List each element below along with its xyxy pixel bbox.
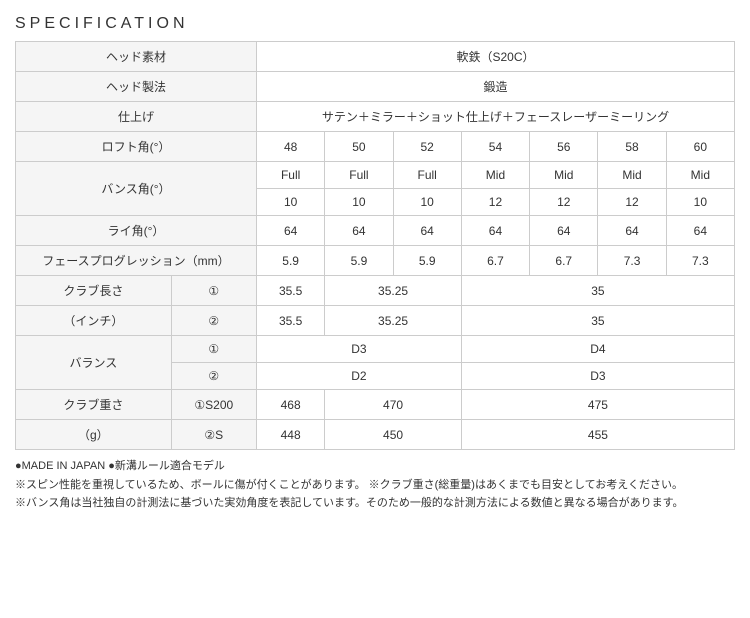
table-row: クラブ重さ ①S200 468 470 475 bbox=[16, 390, 735, 420]
cell: 35.5 bbox=[256, 276, 324, 306]
note-line: ※スピン性能を重視しているため、ボールに傷が付くことがあります。 ※クラブ重さ(… bbox=[15, 477, 735, 495]
cell: サテン＋ミラー＋ショット仕上げ＋フェースレーザーミーリング bbox=[256, 102, 734, 132]
cell: Mid bbox=[530, 162, 598, 189]
cell: 12 bbox=[530, 189, 598, 216]
cell: 468 bbox=[256, 390, 324, 420]
cell: 475 bbox=[461, 390, 734, 420]
cell: 10 bbox=[666, 189, 734, 216]
cell: 5.9 bbox=[325, 246, 393, 276]
cell: 鍛造 bbox=[256, 72, 734, 102]
cell: D3 bbox=[256, 336, 461, 363]
row-sublabel: ② bbox=[171, 363, 256, 390]
cell: 450 bbox=[325, 420, 462, 450]
table-row: （インチ） ② 35.5 35.25 35 bbox=[16, 306, 735, 336]
spec-table: ヘッド素材 軟鉄（S20C） ヘッド製法 鍛造 仕上げ サテン＋ミラー＋ショット… bbox=[15, 41, 735, 450]
cell: 64 bbox=[598, 216, 666, 246]
note-line: ●MADE IN JAPAN ●新溝ルール適合モデル bbox=[15, 458, 735, 476]
cell: 52 bbox=[393, 132, 461, 162]
table-row: バランス ① D3 D4 bbox=[16, 336, 735, 363]
cell: 12 bbox=[598, 189, 666, 216]
cell: 64 bbox=[461, 216, 529, 246]
cell: 35.25 bbox=[325, 276, 462, 306]
row-label: クラブ長さ bbox=[16, 276, 172, 306]
cell: 64 bbox=[325, 216, 393, 246]
cell: Full bbox=[256, 162, 324, 189]
cell: 7.3 bbox=[598, 246, 666, 276]
cell: 35 bbox=[461, 276, 734, 306]
row-label: ヘッド製法 bbox=[16, 72, 257, 102]
cell: 64 bbox=[393, 216, 461, 246]
cell: 6.7 bbox=[461, 246, 529, 276]
cell: Full bbox=[393, 162, 461, 189]
cell: 10 bbox=[256, 189, 324, 216]
cell: 448 bbox=[256, 420, 324, 450]
table-row: （g） ②S 448 450 455 bbox=[16, 420, 735, 450]
cell: 470 bbox=[325, 390, 462, 420]
table-row: バンス角(°） Full Full Full Mid Mid Mid Mid bbox=[16, 162, 735, 189]
cell: D3 bbox=[461, 363, 734, 390]
row-label: （g） bbox=[16, 420, 172, 450]
cell: 10 bbox=[393, 189, 461, 216]
cell: 5.9 bbox=[393, 246, 461, 276]
cell: Mid bbox=[666, 162, 734, 189]
cell: Mid bbox=[461, 162, 529, 189]
table-row: ヘッド素材 軟鉄（S20C） bbox=[16, 42, 735, 72]
page-title: SPECIFICATION bbox=[15, 15, 735, 33]
cell: 7.3 bbox=[666, 246, 734, 276]
row-sublabel: ②S bbox=[171, 420, 256, 450]
table-row: ライ角(°） 64 64 64 64 64 64 64 bbox=[16, 216, 735, 246]
cell: 54 bbox=[461, 132, 529, 162]
row-sublabel: ①S200 bbox=[171, 390, 256, 420]
row-label: フェースプログレッション（mm） bbox=[16, 246, 257, 276]
cell: 5.9 bbox=[256, 246, 324, 276]
cell: D2 bbox=[256, 363, 461, 390]
row-sublabel: ② bbox=[171, 306, 256, 336]
note-line: ※バンス角は当社独自の計測法に基づいた実効角度を表記しています。そのため一般的な… bbox=[15, 495, 735, 513]
table-row: 仕上げ サテン＋ミラー＋ショット仕上げ＋フェースレーザーミーリング bbox=[16, 102, 735, 132]
cell: 50 bbox=[325, 132, 393, 162]
row-sublabel: ① bbox=[171, 336, 256, 363]
cell: 64 bbox=[666, 216, 734, 246]
row-label: ロフト角(°） bbox=[16, 132, 257, 162]
cell: 64 bbox=[530, 216, 598, 246]
cell: 12 bbox=[461, 189, 529, 216]
row-label: クラブ重さ bbox=[16, 390, 172, 420]
row-label: （インチ） bbox=[16, 306, 172, 336]
cell: Full bbox=[325, 162, 393, 189]
table-row: フェースプログレッション（mm） 5.9 5.9 5.9 6.7 6.7 7.3… bbox=[16, 246, 735, 276]
row-label: ライ角(°） bbox=[16, 216, 257, 246]
row-sublabel: ① bbox=[171, 276, 256, 306]
cell: D4 bbox=[461, 336, 734, 363]
cell: 64 bbox=[256, 216, 324, 246]
row-label: バンス角(°） bbox=[16, 162, 257, 216]
cell: 56 bbox=[530, 132, 598, 162]
cell: 48 bbox=[256, 132, 324, 162]
row-label: 仕上げ bbox=[16, 102, 257, 132]
cell: 10 bbox=[325, 189, 393, 216]
cell: 35.5 bbox=[256, 306, 324, 336]
cell: 6.7 bbox=[530, 246, 598, 276]
row-label: ヘッド素材 bbox=[16, 42, 257, 72]
cell: 455 bbox=[461, 420, 734, 450]
cell: 60 bbox=[666, 132, 734, 162]
cell: 35 bbox=[461, 306, 734, 336]
cell: Mid bbox=[598, 162, 666, 189]
cell: 35.25 bbox=[325, 306, 462, 336]
cell: 58 bbox=[598, 132, 666, 162]
row-label: バランス bbox=[16, 336, 172, 390]
table-row: クラブ長さ ① 35.5 35.25 35 bbox=[16, 276, 735, 306]
table-row: ヘッド製法 鍛造 bbox=[16, 72, 735, 102]
notes: ●MADE IN JAPAN ●新溝ルール適合モデル ※スピン性能を重視している… bbox=[15, 458, 735, 513]
table-row: ロフト角(°） 48 50 52 54 56 58 60 bbox=[16, 132, 735, 162]
cell: 軟鉄（S20C） bbox=[256, 42, 734, 72]
